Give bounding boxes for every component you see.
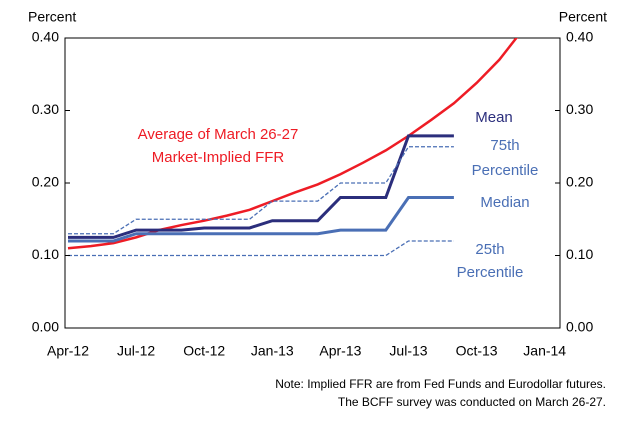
y-tick-label: 0.20 (32, 174, 59, 190)
annotation: Average of March 26-27 (138, 126, 299, 143)
series-line (68, 146, 454, 235)
y-tick-label: 0.10 (32, 246, 59, 262)
annotation: 75th (490, 137, 519, 154)
x-tick-label: Oct-13 (456, 343, 498, 359)
y2-tick-label: 0.20 (566, 174, 593, 190)
y2-axis-label: Percent (559, 9, 607, 25)
note: The BCFF survey was conducted on March 2… (338, 395, 606, 409)
y-tick-label: 0.00 (32, 319, 59, 335)
series-line (68, 196, 454, 243)
annotation: Percentile (472, 162, 539, 179)
annotation: Percentile (457, 264, 524, 281)
series-line (68, 240, 454, 257)
y2-tick-label: 0.00 (566, 319, 593, 335)
note: Note: Implied FFR are from Fed Funds and… (275, 377, 606, 391)
annotation: 25th (475, 241, 504, 258)
x-tick-label: Apr-12 (47, 343, 89, 359)
y2-tick-label: 0.40 (566, 29, 593, 45)
y-axis-label: Percent (28, 9, 76, 25)
x-tick-label: Jan-13 (251, 343, 294, 359)
y2-tick-label: 0.10 (566, 246, 593, 262)
x-tick-label: Jan-14 (523, 343, 566, 359)
annotation: Mean (475, 109, 513, 126)
x-tick-label: Jul-13 (389, 343, 427, 359)
plot-frame (64, 37, 561, 329)
x-tick-label: Oct-12 (183, 343, 225, 359)
y-tick-label: 0.30 (32, 101, 59, 117)
annotation: Median (480, 194, 529, 211)
series-line (68, 134, 454, 239)
x-tick-label: Jul-12 (117, 343, 155, 359)
y2-tick-label: 0.30 (566, 101, 593, 117)
plot-lines (67, 38, 518, 257)
annotation: Market-Implied FFR (152, 149, 285, 166)
x-tick-label: Apr-13 (319, 343, 361, 359)
y-tick-label: 0.40 (32, 29, 59, 45)
